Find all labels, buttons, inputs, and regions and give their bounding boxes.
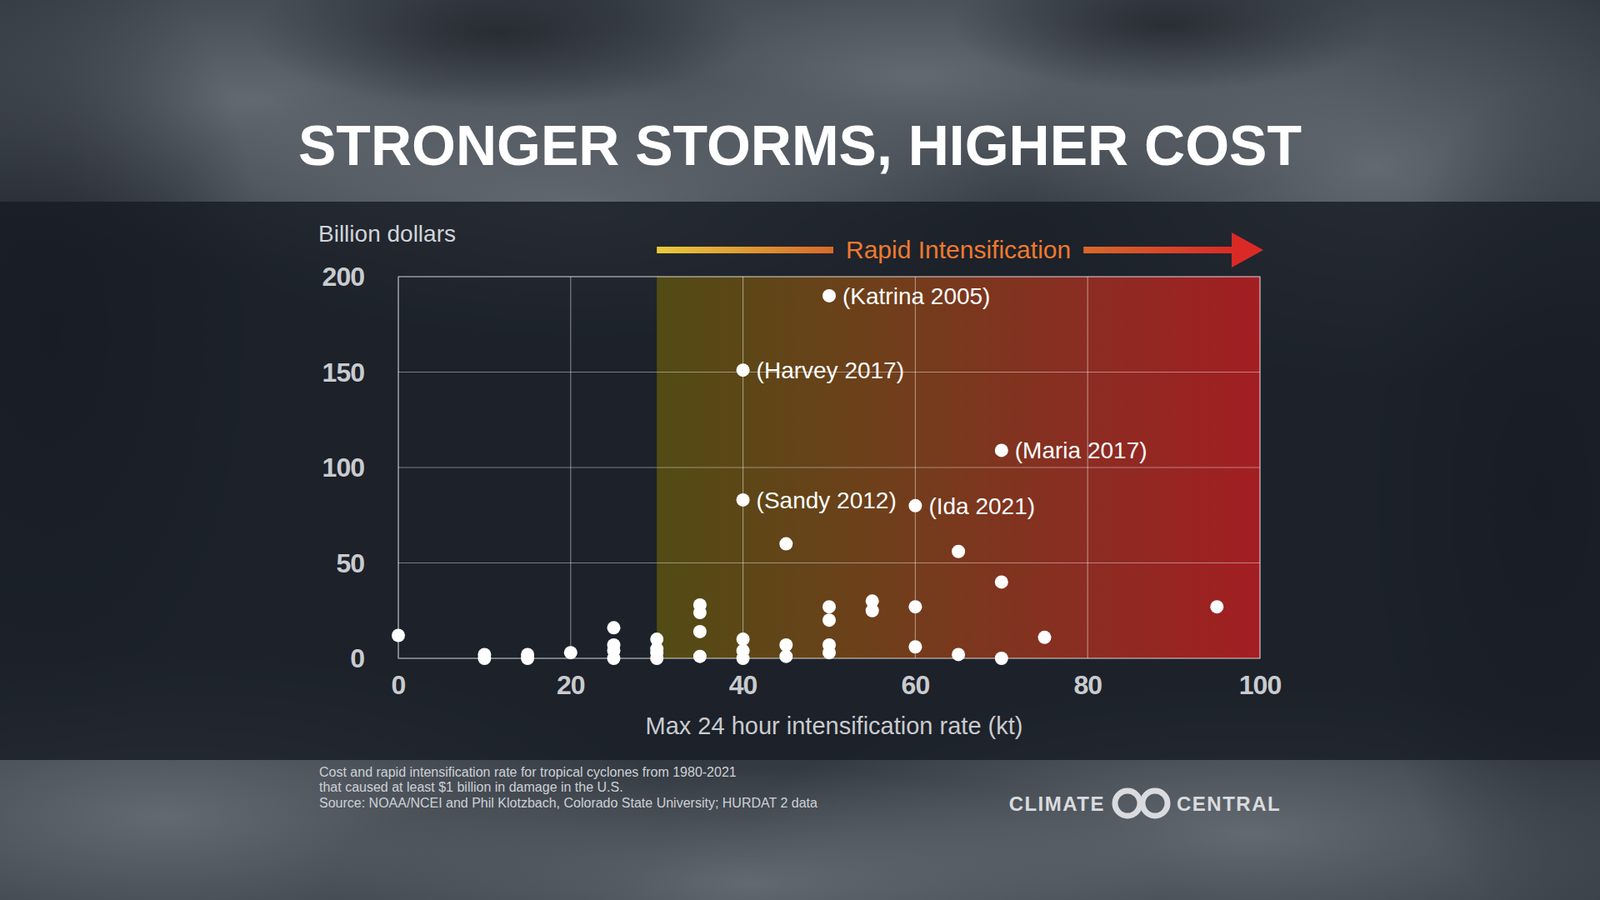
point-label: (Sandy 2012) xyxy=(756,487,897,514)
x-tick-label: 40 xyxy=(729,670,758,700)
point xyxy=(995,575,1009,589)
x-tick-label: 0 xyxy=(391,670,406,700)
point xyxy=(736,363,750,377)
point xyxy=(779,650,793,664)
point xyxy=(607,651,621,665)
point xyxy=(693,625,707,639)
point xyxy=(822,613,836,627)
point xyxy=(736,493,750,507)
point xyxy=(477,651,491,665)
point xyxy=(1210,600,1224,614)
cloud-texture xyxy=(950,0,1384,92)
footnote: Cost and rapid intensification rate for … xyxy=(319,765,737,780)
point xyxy=(779,537,793,551)
brand-left: CLIMATE xyxy=(1009,792,1105,815)
x-tick-label: 100 xyxy=(1239,670,1282,700)
point xyxy=(693,650,707,664)
footnote: that caused at least $1 billion in damag… xyxy=(319,780,624,795)
region-arrow xyxy=(1231,232,1264,268)
point xyxy=(995,651,1009,665)
point xyxy=(908,499,922,513)
plot-frame xyxy=(398,276,1260,659)
point xyxy=(951,545,965,559)
x-tick-label: 20 xyxy=(556,670,585,700)
cloud-texture xyxy=(250,0,750,109)
point xyxy=(693,605,707,620)
point-label: (Harvey 2017) xyxy=(756,357,905,384)
point xyxy=(650,651,664,665)
point xyxy=(822,600,836,614)
y-tick-label: 200 xyxy=(322,261,365,292)
brand-right: CENTRAL xyxy=(1176,792,1281,815)
point xyxy=(736,651,750,665)
point xyxy=(908,640,922,654)
title: STRONGER STORMS, HIGHER COST xyxy=(298,113,1302,177)
point xyxy=(951,647,965,661)
point-label: (Maria 2017) xyxy=(1015,437,1148,464)
x-tick-label: 80 xyxy=(1073,670,1102,700)
y-tick-label: 0 xyxy=(350,643,365,674)
brand-icon xyxy=(1115,790,1140,816)
region-header-line xyxy=(656,246,834,254)
footnote: Source: NOAA/NCEI and Phil Klotzbach, Co… xyxy=(319,795,818,810)
y-tick-label: 150 xyxy=(322,357,365,388)
point xyxy=(607,620,621,635)
point xyxy=(995,443,1009,457)
point xyxy=(736,632,750,646)
y-axis-label: Billion dollars xyxy=(318,220,456,247)
point xyxy=(1038,630,1052,645)
point xyxy=(822,289,836,303)
y-tick-label: 50 xyxy=(335,548,365,579)
chart-band xyxy=(0,201,1600,760)
point-label: (Katrina 2005) xyxy=(842,283,990,310)
canvas: STRONGER STORMS, HIGHER COST Rapid Intens… xyxy=(0,0,1600,900)
point xyxy=(564,645,578,660)
points xyxy=(391,289,1224,665)
brand-icon xyxy=(1142,790,1168,816)
point xyxy=(822,645,836,660)
x-axis-label: Max 24 hour intensification rate (kt) xyxy=(645,712,1024,740)
point-label: (Ida 2021) xyxy=(928,493,1035,520)
region-header-line xyxy=(1083,246,1232,254)
grid-line-y xyxy=(398,562,1260,564)
x-tick-label: 60 xyxy=(901,670,930,700)
point xyxy=(520,651,535,665)
grid-line-y xyxy=(398,466,1260,468)
point xyxy=(391,629,405,643)
y-tick-label: 100 xyxy=(322,452,365,483)
region-label: Rapid Intensification xyxy=(845,235,1071,264)
point xyxy=(779,638,793,652)
point xyxy=(908,600,922,614)
point xyxy=(865,604,880,618)
